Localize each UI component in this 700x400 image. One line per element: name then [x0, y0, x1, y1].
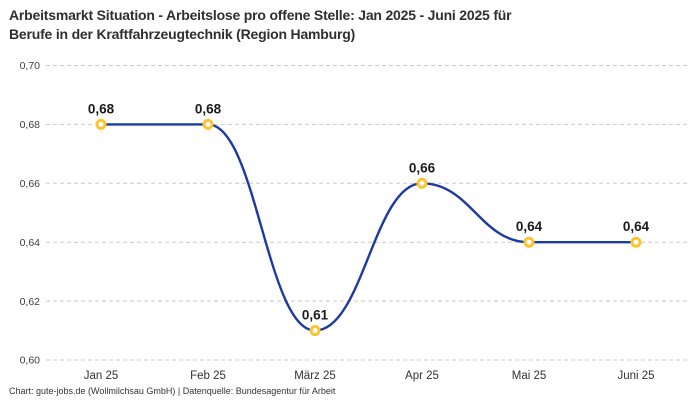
x-axis-tick-label: Feb 25 [190, 370, 226, 382]
y-axis-tick-label: 0,60 [20, 355, 41, 367]
data-point-label: 0,64 [516, 219, 543, 234]
x-axis-tick-label: März 25 [294, 370, 336, 382]
y-axis-tick-label: 0,64 [20, 237, 41, 249]
data-point-label: 0,68 [88, 101, 115, 116]
data-point-marker [309, 325, 321, 337]
data-point-label: 0,66 [409, 160, 436, 175]
x-axis-tick-label: Jan 25 [84, 370, 119, 382]
data-point-label: 0,61 [302, 308, 329, 323]
series-line [99, 123, 638, 332]
chart-title-line1: Arbeitsmarkt Situation - Arbeitslose pro… [9, 7, 512, 23]
x-axis-tick-label: Apr 25 [405, 370, 439, 382]
chart-source-note: Chart: gute-jobs.de (Wollmilchsau GmbH) … [9, 386, 336, 396]
data-point-marker [523, 236, 535, 248]
chart-title: Arbeitsmarkt Situation - Arbeitslose pro… [9, 6, 689, 44]
x-axis-tick-label: Mai 25 [512, 370, 547, 382]
chart-title-line2: Berufe in der Kraftfahrzeugtechnik (Regi… [9, 26, 356, 42]
data-point-marker [416, 177, 428, 189]
data-point-marker [630, 236, 642, 248]
y-axis-tick-label: 0,70 [20, 60, 41, 72]
data-point-marker [202, 118, 214, 130]
y-axis-tick-label: 0,62 [20, 296, 41, 308]
data-point-label: 0,68 [195, 101, 222, 116]
y-axis-tick-label: 0,66 [20, 178, 41, 190]
data-point-marker [95, 118, 107, 130]
data-point-label: 0,64 [623, 219, 650, 234]
y-axis-tick-label: 0,68 [20, 119, 41, 131]
x-axis-tick-label: Juni 25 [617, 370, 654, 382]
